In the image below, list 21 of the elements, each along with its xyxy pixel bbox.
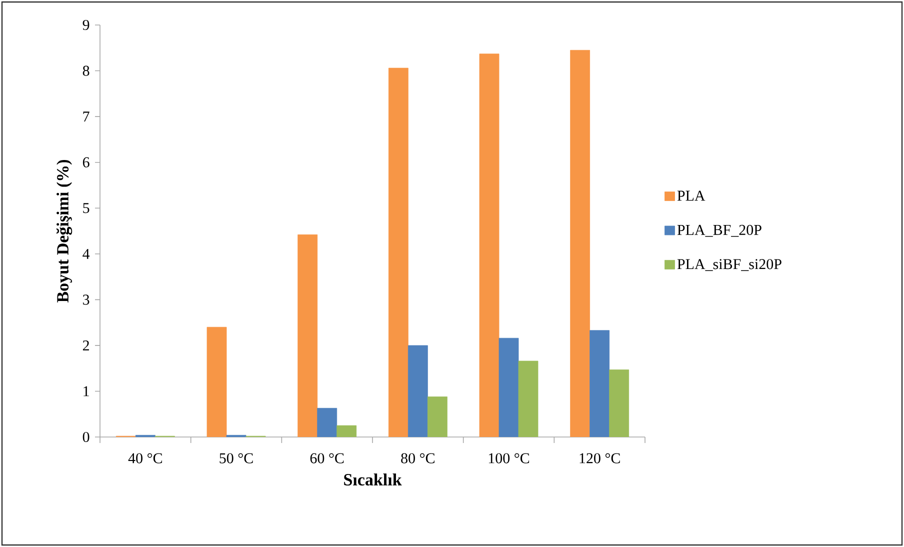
y-tick-label: 2: [82, 340, 89, 350]
y-tick-label: 9: [82, 20, 90, 30]
legend-label: PLA_BF_20P: [677, 224, 762, 237]
x-tick-label: 100 °C: [488, 453, 530, 464]
y-tick-label: 7: [83, 112, 90, 122]
legend-label: PLA: [677, 190, 706, 201]
x-axis-title: Sıcaklık: [344, 474, 402, 486]
y-tick-label: 6: [82, 157, 90, 168]
y-tick-label: 5: [83, 203, 90, 214]
y-tick-label: 1: [84, 386, 89, 396]
y-axis-title: Boyut Değişimi (%): [56, 160, 72, 302]
x-tick-label: 40 °C: [128, 453, 162, 464]
y-tick-label: 3: [83, 294, 90, 305]
legend-label: PLA_siBF_si20P: [677, 259, 782, 271]
x-tick-label: 80 °C: [401, 453, 434, 464]
y-tick-label: 0: [82, 432, 90, 442]
x-tick-label: 120 °C: [580, 453, 620, 464]
y-tick-label: 4: [82, 248, 90, 259]
x-tick-label: 60 °C: [310, 453, 344, 464]
x-tick-label: 50 °C: [220, 453, 253, 464]
y-tick-label: 8: [82, 66, 90, 76]
